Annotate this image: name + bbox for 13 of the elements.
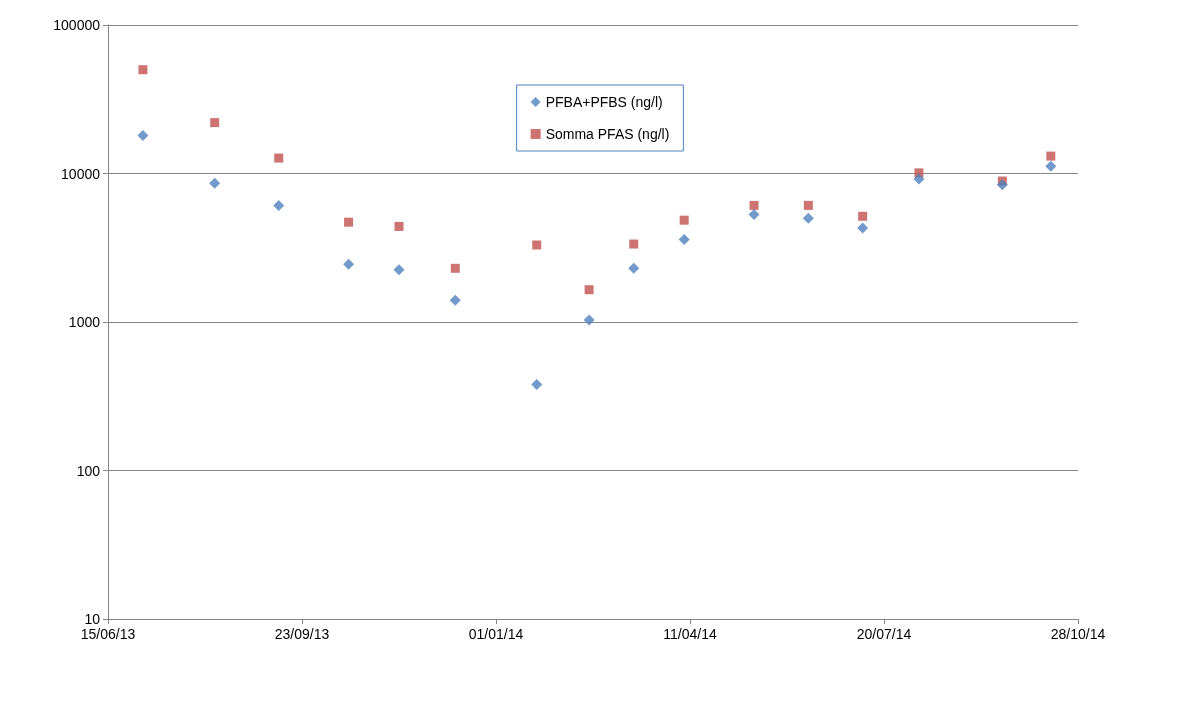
legend-label: PFBA+PFBS (ng/l) bbox=[545, 94, 663, 110]
x-tick-label: 11/04/14 bbox=[663, 626, 717, 642]
x-tick-label: 28/10/14 bbox=[1050, 626, 1106, 642]
y-tick-label: 1000 bbox=[68, 314, 101, 330]
y-tick-label: 100000 bbox=[53, 17, 101, 33]
x-tick-label: 20/07/14 bbox=[856, 626, 912, 642]
x-tick-label: 01/01/14 bbox=[468, 626, 524, 642]
y-tick-label: 10 bbox=[84, 611, 101, 627]
y-tick-label: 100 bbox=[76, 462, 101, 479]
legend-label: Somma PFAS (ng/l) bbox=[545, 126, 670, 142]
y-tick-label: 10000 bbox=[61, 165, 101, 182]
x-tick-label: 23/09/13 bbox=[274, 626, 330, 642]
x-tick-label: 15/06/13 bbox=[80, 626, 136, 642]
